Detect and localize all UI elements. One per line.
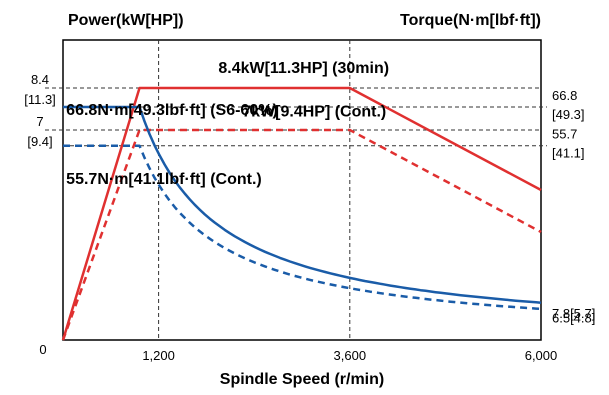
series-annotation: 66.8N·m[49.3lbf·ft] (S6-60%) [66,102,278,119]
torque-tick-label: 7.8[5.7] [552,306,595,321]
series-line-0 [61,86,542,341]
torque-axis-title: Torque(N·m[lbf·ft]) [400,12,541,29]
origin-label: 0 [39,342,46,357]
power-tick-sublabel: [11.3] [24,92,56,107]
torque-tick-sublabel: [41.1] [552,146,585,161]
series-annotation: 8.4kW[11.3HP] (30min) [218,60,389,77]
power-tick-sublabel: [9.4] [27,134,52,149]
annotation-layer: 8.4kW[11.3HP] (30min) 66.8N·m[49.3lbf·ft]… [66,60,389,188]
series-annotation: 7kW[9.4HP] (Cont.) [242,104,386,121]
x-axis-title: Spindle Speed (r/min) [220,371,384,388]
power-axis-title: Power(kW[HP]) [68,12,184,29]
x-tick-label: 6,000 [525,348,558,363]
power-tick-label: 7 [36,114,43,129]
series-annotation: 55.7N·m[41.1lbf·ft] (Cont.) [66,171,262,188]
series-line-1 [61,128,542,341]
grid-lines [45,40,547,340]
torque-tick-sublabel: [49.3] [552,107,585,122]
x-tick-label: 1,200 [142,348,175,363]
x-tick-label: 3,600 [334,348,367,363]
series-line-2 [63,105,542,304]
series-layer [61,86,542,341]
tick-labels: 1,200 3,600 6,000 8.4 [11.3] 7 [9.4] 66.8 [49.3]… [24,72,595,363]
series-line-3 [63,144,542,311]
torque-tick-label: 6.5[4.8] [552,310,595,325]
torque-tick-label: 66.8 [552,88,577,103]
power-tick-label: 8.4 [31,72,49,87]
torque-tick-label: 55.7 [552,127,577,142]
